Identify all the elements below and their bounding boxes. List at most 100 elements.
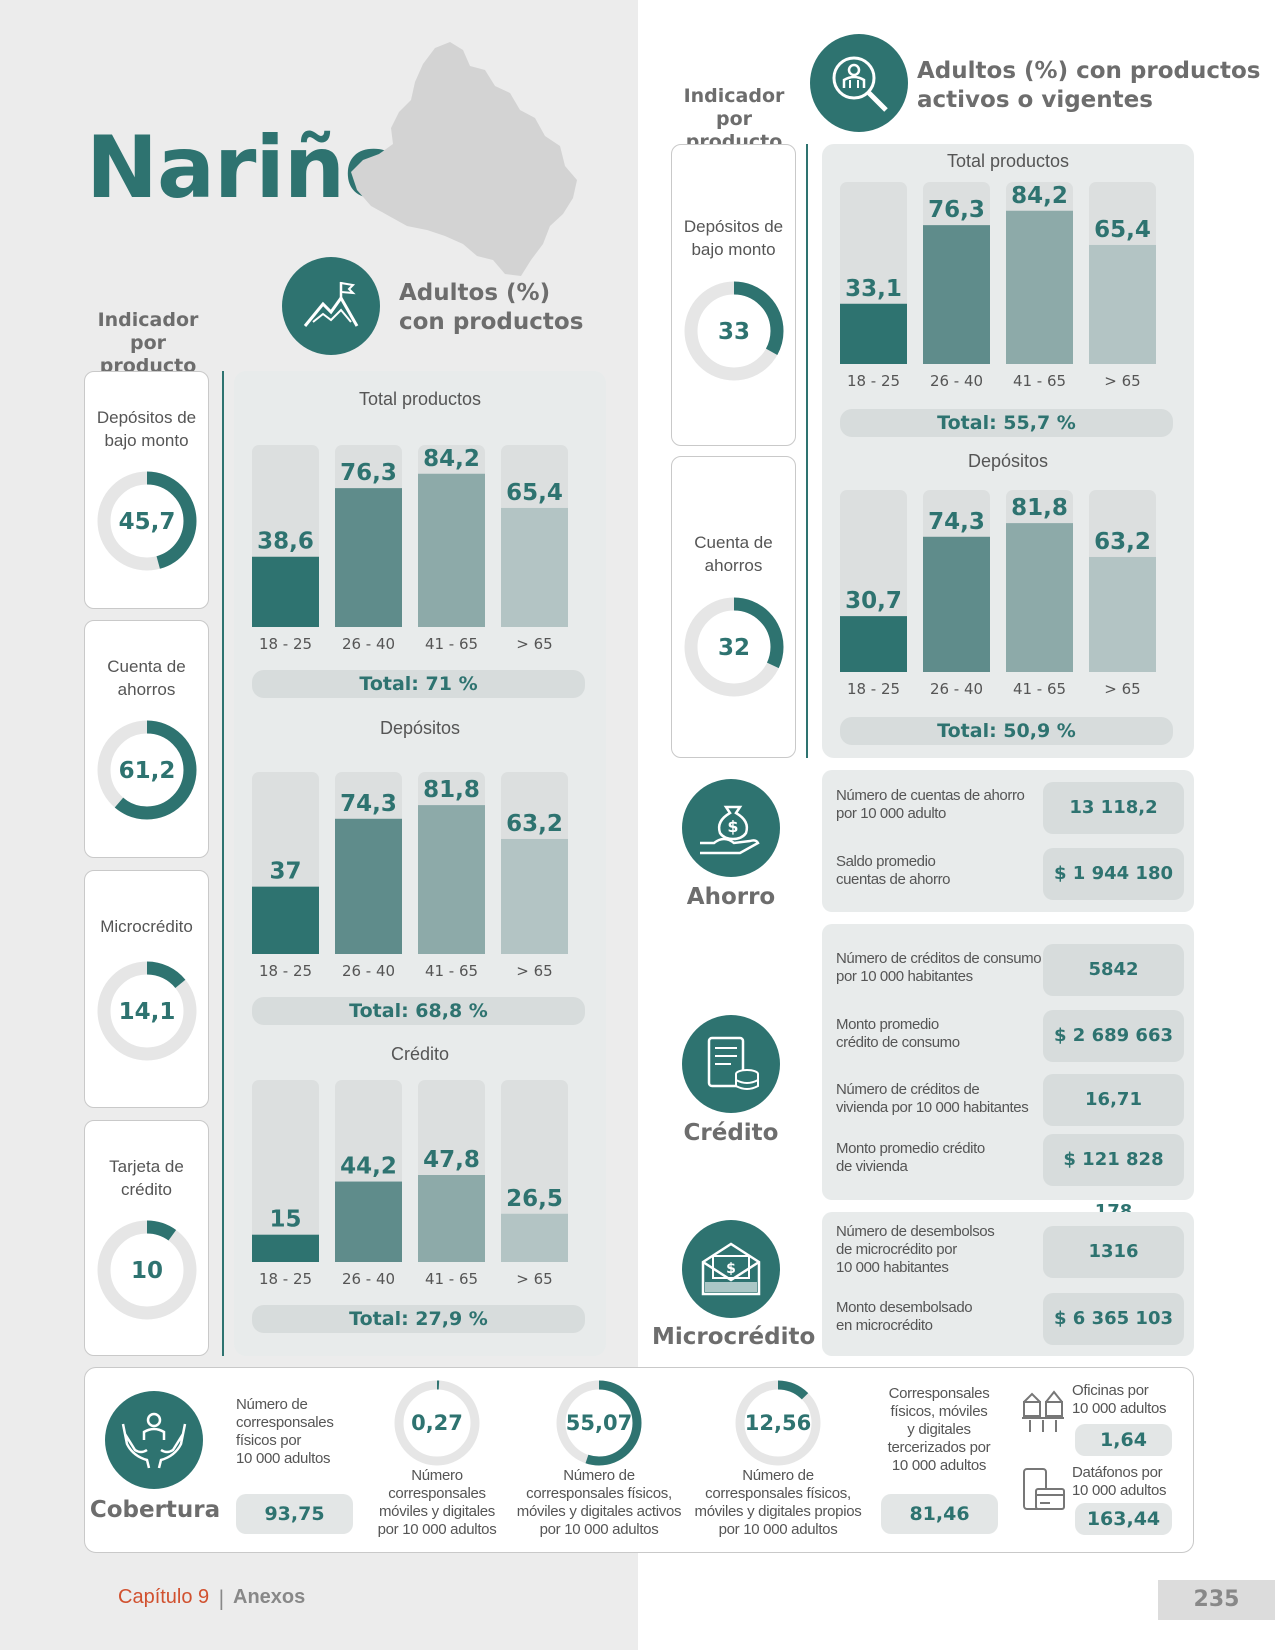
bar-value-label: 76,3 [340,460,397,486]
bar-value-label: 84,2 [423,446,480,472]
category-label: > 65 [1104,680,1140,698]
stat-label: Monto desembolsado en microcrédito [836,1299,973,1334]
donut-value: 33 [718,319,750,345]
svg-text:$: $ [726,1261,736,1277]
stat-label: Monto promedio crédito de vivienda [836,1140,985,1175]
bar-value-label: 65,4 [506,480,563,506]
bar-value-label: 44,2 [340,1154,397,1180]
category-label: > 65 [516,962,552,980]
donut-value: 14,1 [119,999,176,1025]
money-bag-hand-icon: $ [682,779,780,877]
bar [840,616,907,672]
right-divider [806,144,808,758]
category-label: 18 - 25 [259,962,312,980]
indicator-card-depositos-activos: Depósitos de bajo monto 33 [671,144,796,446]
bar-value-label: 76,3 [928,197,985,223]
datafonos-label: Datáfonos por 10 000 adultos [1072,1464,1167,1499]
stat-value: $ 121 828 178 [1043,1134,1184,1222]
donut-ahorros-activos: 32 [684,597,784,697]
left-divider [222,371,224,1356]
donut-depositos: 45,7 [97,471,197,571]
bar [252,886,319,954]
stat-label: Número de créditos de vivienda por 10 000… [836,1081,1029,1116]
bar-chart-credito: 15 18 - 25 44,2 26 - 40 47,8 41 - 65 26,5 > 65 [252,1080,568,1288]
indicator-card-ahorros: Cuenta de ahorros 61,2 [84,620,209,858]
stat-label: Número de cuentas de ahorro por 10 000 ad… [836,787,1025,822]
department-map-icon [351,42,577,276]
category-label: > 65 [516,635,552,653]
bar [501,1213,568,1262]
bar-value-label: 65,4 [1094,217,1151,243]
donut-value: 32 [718,635,750,661]
donut-ahorros: 61,2 [97,720,197,820]
category-label: 18 - 25 [847,372,900,390]
donut-tarjeta: 10 [97,1220,197,1320]
donut-label: Número de corresponsales físicos, móviles … [516,1467,682,1538]
chapter-link[interactable]: Capítulo 9 [118,1586,210,1608]
category-label: > 65 [1104,372,1140,390]
category-label: 26 - 40 [342,635,395,653]
tercerizados-value: 81,46 [881,1494,998,1534]
svg-text:55,07: 55,07 [566,1411,632,1435]
donut-value: 10 [131,1258,163,1284]
bar-value-label: 74,3 [340,791,397,817]
bar [418,473,485,627]
bar-chart-total-productos: 38,6 18 - 25 76,3 26 - 40 84,2 41 - 65 65,4 > 6… [252,445,568,653]
chart-title: Depósitos [379,718,461,738]
stat-value: $ 2 689 663 [1043,1010,1184,1062]
bar-value-label: 74,3 [928,509,985,535]
bar-value-label: 84,2 [1011,183,1068,209]
bar [501,507,568,627]
donut-moviles-digitales: 0,27 [394,1380,480,1466]
stat-value: 1316 [1043,1226,1184,1278]
donut-label: Número de corresponsales físicos, móviles … [694,1467,862,1538]
category-label: 41 - 65 [1013,680,1066,698]
bar [335,488,402,627]
stat-value: 16,71 [1043,1074,1184,1126]
category-label: 26 - 40 [342,962,395,980]
bar [1089,556,1156,672]
tercerizados-label: Corresponsales físicos, móviles y digitale… [887,1385,991,1474]
bar-value-label: 38,6 [257,529,314,555]
bar-value-label: 33,1 [845,276,902,302]
bar [1089,244,1156,364]
donut-value: 45,7 [119,509,176,535]
bar [418,1175,485,1262]
donut-depositos-activos: 33 [684,281,784,381]
left-indicator-title: Indicador por producto [97,309,199,377]
card-terminal-icon [1023,1468,1065,1510]
indicator-card-tarjeta: Tarjeta de crédito 10 [84,1120,209,1356]
oficinas-label: Oficinas por 10 000 adultos [1072,1382,1167,1417]
bar-value-label: 81,8 [423,777,480,803]
chart-title: Crédito [390,1044,450,1064]
donut-propios: 12,56 [735,1380,821,1466]
bar-value-label: 30,7 [845,588,902,614]
user-search-icon [810,34,908,132]
chart-title: Total productos [358,389,482,409]
category-label: 18 - 25 [259,635,312,653]
hands-person-icon [105,1391,203,1489]
section-link[interactable]: Anexos [233,1586,306,1608]
envelope-money-icon: $ [682,1220,780,1318]
category-label: 18 - 25 [847,680,900,698]
donut-label: Número corresponsales móviles y digitales p… [377,1467,497,1538]
bar-chart-depositos: 37 18 - 25 74,3 26 - 40 81,8 41 - 65 63,2 > 65 [252,772,568,980]
bar-chart-total-productos-activos: 33,1 18 - 25 76,3 26 - 40 84,2 41 - 65 65,4 > 6… [840,182,1156,390]
stat-value: 13 118,2 [1043,782,1184,834]
bar [501,838,568,954]
summit-flag-icon [282,257,380,355]
bar [923,225,990,364]
fisicos-value: 93,75 [236,1494,353,1534]
chart-total: Total: 50,9 % [840,717,1173,745]
right-section-title: Adultos (%) con productos activos o vige… [917,58,1261,113]
bar [252,556,319,627]
bar [335,1181,402,1262]
category-label: 18 - 25 [259,1270,312,1288]
stat-value: 5842 [1043,944,1184,996]
bar [418,805,485,954]
credito-label: Crédito [683,1120,779,1146]
category-label: 26 - 40 [930,372,983,390]
bar-chart-depositos-activos: 30,7 18 - 25 74,3 26 - 40 81,8 41 - 65 63,2 > 6… [840,490,1156,698]
stat-label: Saldo promedio cuentas de ahorro [836,853,951,888]
stat-value: $ 1 944 180 [1043,848,1184,900]
